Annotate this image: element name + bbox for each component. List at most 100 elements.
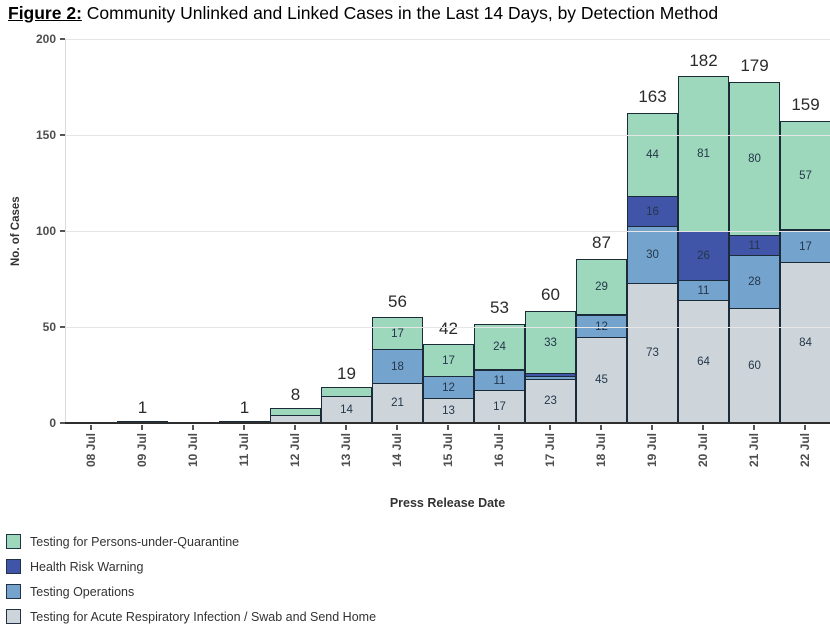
x-tick-label-16-jul: 16 Jul — [491, 433, 506, 468]
bar-column-19-jul: 44 16 30 73 163 — [627, 39, 678, 423]
y-tick-label-100: 100 — [35, 224, 56, 238]
bar-segment-ops-18-jul[interactable]: 12 — [576, 315, 627, 338]
x-tick-label-15-jul: 15 Jul — [440, 433, 455, 468]
bar-column-16-jul: 24 11 17 53 — [474, 39, 525, 423]
bar-total-label-22-jul: 159 — [791, 94, 820, 114]
bar-segment-ari-13-jul[interactable]: 14 — [321, 396, 372, 423]
bar-segment-puq-19-jul[interactable]: 44 — [627, 113, 678, 197]
bar-total-label-11-jul: 1 — [239, 398, 250, 418]
bar-segment-ops-15-jul[interactable]: 12 — [423, 376, 474, 399]
bar-segment-puq-22-jul[interactable]: 57 — [780, 121, 830, 230]
x-tick-mark-13-jul — [344, 425, 347, 430]
x-axis-line — [65, 422, 830, 424]
y-tick-mark-150 — [60, 134, 65, 136]
bar-segment-ari-15-jul[interactable]: 13 — [423, 398, 474, 423]
bar-segment-ari-17-jul[interactable]: 23 — [525, 379, 576, 423]
x-axis-tick-labels: 08 Jul 09 Jul 10 Jul 11 Jul 12 Jul 13 Jul 14 J… — [65, 433, 830, 493]
x-tick-cell: 11 Jul — [218, 433, 269, 493]
x-tick-mark-22-jul — [803, 425, 806, 430]
legend-swatch-hrw — [6, 559, 21, 574]
bar-segment-puq-15-jul[interactable]: 17 — [423, 344, 474, 377]
legend-swatch-ops — [6, 584, 21, 599]
bar-total-label-09-jul: 1 — [137, 398, 148, 418]
bar-segment-puq-14-jul[interactable]: 17 — [372, 317, 423, 350]
legend-label-puq: Testing for Persons-under-Quarantine — [30, 534, 240, 549]
bar-segment-ari-18-jul[interactable]: 45 — [576, 337, 627, 423]
legend-label-ops: Testing Operations — [30, 584, 135, 599]
x-tick-cell: 20 Jul — [677, 433, 728, 493]
bar-segment-ari-19-jul[interactable]: 73 — [627, 283, 678, 423]
bar-segment-ari-14-jul[interactable]: 21 — [372, 383, 423, 423]
gridline-150 — [66, 135, 830, 136]
x-tick-mark-20-jul — [701, 425, 704, 430]
bar-segment-ops-16-jul[interactable]: 11 — [474, 370, 525, 391]
x-tick-cell: 08 Jul — [65, 433, 116, 493]
x-tick-mark-15-jul — [446, 425, 449, 430]
x-tick-label-13-jul: 13 Jul — [338, 433, 353, 468]
bar-segment-puq-18-jul[interactable]: 29 — [576, 259, 627, 315]
bar-segment-ops-20-jul[interactable]: 11 — [678, 280, 729, 301]
bar-segment-ari-16-jul[interactable]: 17 — [474, 390, 525, 423]
bar-column-14-jul: 17 18 21 56 — [372, 39, 423, 423]
x-tick-cell: 09 Jul — [116, 433, 167, 493]
y-tick-label-150: 150 — [35, 128, 56, 142]
x-tick-mark-18-jul — [599, 425, 602, 430]
x-tick-label-17-jul: 17 Jul — [542, 433, 557, 468]
bar-segment-ari-20-jul[interactable]: 64 — [678, 300, 729, 423]
bar-total-label-21-jul: 179 — [740, 56, 769, 76]
x-tick-cell: 14 Jul — [371, 433, 422, 493]
bar-column-17-jul: 33 23 60 — [525, 39, 576, 423]
x-tick-mark-21-jul — [752, 425, 755, 430]
bar-segment-ops-21-jul[interactable]: 28 — [729, 255, 780, 309]
bar-total-label-13-jul: 19 — [337, 363, 356, 383]
bar-segment-ops-22-jul[interactable]: 17 — [780, 230, 830, 263]
gridline-200 — [66, 39, 830, 40]
figure-title-text: Community Unlinked and Linked Cases in t… — [81, 3, 719, 23]
figure-number: Figure 2: — [8, 3, 82, 23]
bar-segment-puq-16-jul[interactable]: 24 — [474, 324, 525, 370]
bar-segment-puq-21-jul[interactable]: 80 — [729, 82, 780, 236]
bar-segment-ops-14-jul[interactable]: 18 — [372, 349, 423, 384]
y-tick-label-0: 0 — [49, 416, 56, 430]
bar-segment-puq-20-jul[interactable]: 81 — [678, 76, 729, 232]
x-tick-cell: 16 Jul — [473, 433, 524, 493]
bar-total-label-14-jul: 56 — [388, 292, 407, 312]
bar-total-label-20-jul: 182 — [689, 50, 718, 70]
x-tick-label-14-jul: 14 Jul — [389, 433, 404, 468]
bar-segment-ops-19-jul[interactable]: 30 — [627, 226, 678, 284]
bar-column-22-jul: 57 17 84 159 — [780, 39, 830, 423]
x-tick-cell: 13 Jul — [320, 433, 371, 493]
legend-item-hrw[interactable]: Health Risk Warning — [6, 554, 376, 579]
x-tick-mark-08-jul — [89, 425, 92, 430]
x-tick-mark-12-jul — [293, 425, 296, 430]
legend-item-puq[interactable]: Testing for Persons-under-Quarantine — [6, 529, 376, 554]
x-tick-label-09-jul: 09 Jul — [134, 433, 149, 468]
bar-segment-hrw-19-jul[interactable]: 16 — [627, 196, 678, 227]
y-tick-mark-50 — [60, 326, 65, 328]
legend-item-ari[interactable]: Testing for Acute Respiratory Infection … — [6, 604, 376, 629]
x-tick-label-11-jul: 11 Jul — [236, 433, 251, 467]
y-tick-label-200: 200 — [35, 32, 56, 46]
x-tick-mark-16-jul — [497, 425, 500, 430]
x-tick-label-10-jul: 10 Jul — [185, 433, 200, 468]
x-tick-mark-17-jul — [548, 425, 551, 430]
x-tick-mark-09-jul — [140, 425, 143, 430]
bar-total-label-16-jul: 53 — [490, 298, 509, 318]
bars-container: 1 1 8 14 19 17 18 21 56 17 12 13 42 24 11 17 53 33 23 60 29 1… — [66, 39, 830, 423]
bar-column-20-jul: 81 26 11 64 182 — [678, 39, 729, 423]
x-tick-label-19-jul: 19 Jul — [644, 433, 659, 468]
legend-item-ops[interactable]: Testing Operations — [6, 579, 376, 604]
stacked-bar-chart: No. of Cases 1 1 8 14 19 17 18 21 56 17 12 13 42 24 11… — [0, 30, 830, 516]
x-axis-title: Press Release Date — [389, 496, 506, 510]
x-tick-cell: 19 Jul — [626, 433, 677, 493]
bar-segment-puq-17-jul[interactable]: 33 — [525, 311, 576, 374]
bar-segment-hrw-20-jul[interactable]: 26 — [678, 231, 729, 281]
x-tick-cell: 12 Jul — [269, 433, 320, 493]
bar-column-18-jul: 29 12 45 87 — [576, 39, 627, 423]
bar-segment-hrw-21-jul[interactable]: 11 — [729, 235, 780, 256]
x-tick-label-08-jul: 08 Jul — [83, 433, 98, 468]
bar-segment-ari-22-jul[interactable]: 84 — [780, 262, 830, 423]
bar-segment-ari-21-jul[interactable]: 60 — [729, 308, 780, 423]
x-tick-cell: 22 Jul — [779, 433, 830, 493]
x-tick-cell: 17 Jul — [524, 433, 575, 493]
